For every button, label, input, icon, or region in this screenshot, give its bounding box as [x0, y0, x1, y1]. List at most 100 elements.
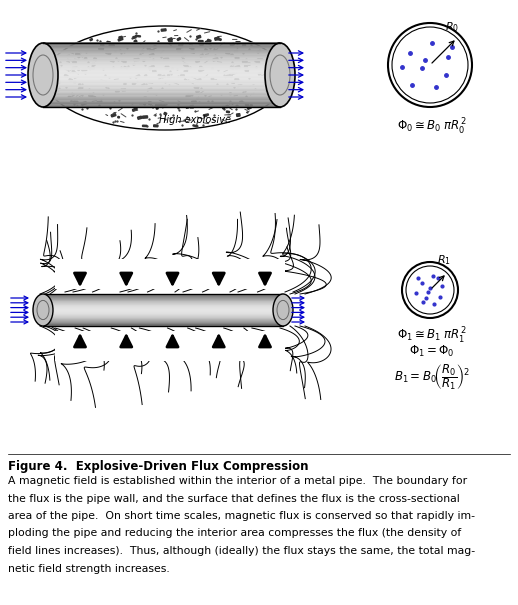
Bar	[133, 36, 136, 39]
Bar	[118, 116, 120, 118]
Bar	[205, 49, 207, 51]
Bar	[276, 65, 279, 68]
Bar	[150, 50, 154, 51]
Bar	[266, 88, 270, 91]
Bar	[247, 106, 252, 110]
Bar	[142, 125, 147, 126]
Bar	[193, 125, 198, 127]
Circle shape	[406, 266, 454, 314]
Bar	[71, 93, 75, 96]
Bar	[271, 82, 274, 84]
Bar	[196, 97, 199, 99]
Text: $\Phi_0 \cong B_0 \; \pi R_0^{\,2}$: $\Phi_0 \cong B_0 \; \pi R_0^{\,2}$	[397, 117, 467, 137]
Text: $\Phi_1 = \Phi_0$: $\Phi_1 = \Phi_0$	[409, 344, 455, 359]
Bar	[58, 80, 61, 83]
Bar	[74, 81, 76, 82]
Bar	[94, 58, 96, 60]
Bar	[148, 102, 151, 104]
Bar	[147, 47, 150, 50]
Text: High explosive: High explosive	[159, 115, 231, 125]
Bar	[92, 64, 95, 65]
Bar	[177, 38, 181, 41]
Bar	[190, 106, 194, 108]
Bar	[122, 89, 126, 91]
Bar	[164, 113, 167, 115]
Bar	[68, 96, 70, 98]
Bar	[188, 94, 193, 96]
Bar	[73, 60, 77, 64]
Bar	[133, 83, 135, 85]
Ellipse shape	[45, 26, 285, 130]
Bar	[152, 70, 156, 73]
Bar	[231, 54, 233, 56]
Bar	[213, 57, 218, 61]
Bar	[196, 60, 199, 62]
Bar	[98, 47, 104, 51]
Bar	[55, 66, 58, 68]
Bar	[225, 75, 228, 77]
Bar	[72, 68, 76, 70]
Bar	[186, 95, 190, 97]
Text: A magnetic field is established within the interior of a metal pipe.  The bounda: A magnetic field is established within t…	[8, 476, 467, 486]
Bar	[168, 38, 172, 42]
Ellipse shape	[28, 43, 58, 107]
Circle shape	[388, 23, 472, 107]
Bar	[133, 64, 135, 65]
Bar	[82, 70, 87, 71]
Bar	[235, 65, 240, 69]
Text: $\Phi_1 \cong B_1 \; \pi R_1^{\,2}$: $\Phi_1 \cong B_1 \; \pi R_1^{\,2}$	[397, 326, 467, 346]
Bar	[258, 73, 261, 75]
Bar	[92, 67, 94, 69]
Bar	[135, 74, 140, 78]
Bar	[110, 60, 114, 62]
Bar	[240, 101, 242, 103]
Bar	[273, 77, 277, 79]
Bar	[134, 41, 137, 43]
Bar	[55, 259, 285, 289]
Bar	[226, 111, 229, 113]
Bar	[266, 81, 270, 84]
Bar	[179, 44, 183, 46]
Bar	[162, 105, 166, 108]
Bar	[181, 74, 184, 77]
Bar	[226, 105, 228, 108]
Bar	[257, 59, 263, 61]
Bar	[184, 64, 188, 66]
Bar	[235, 57, 239, 59]
Ellipse shape	[33, 294, 53, 326]
Text: the flux is the pipe wall, and the surface that defines the flux is the cross-se: the flux is the pipe wall, and the surfa…	[8, 494, 460, 503]
Bar	[79, 84, 81, 87]
Bar	[192, 101, 196, 103]
Bar	[246, 103, 249, 106]
Bar	[156, 107, 158, 110]
Bar	[109, 45, 114, 47]
Circle shape	[402, 262, 458, 318]
Bar	[207, 39, 211, 42]
Bar	[143, 60, 145, 62]
Bar	[229, 93, 232, 95]
Bar	[134, 59, 139, 61]
Bar	[169, 42, 172, 44]
Ellipse shape	[265, 43, 295, 107]
Bar	[100, 44, 104, 47]
Text: $R_1$: $R_1$	[437, 253, 451, 267]
Text: Figure 4.  Explosive-Driven Flux Compression: Figure 4. Explosive-Driven Flux Compress…	[8, 460, 309, 473]
Bar	[272, 88, 276, 91]
Bar	[214, 37, 219, 41]
Bar	[136, 35, 140, 37]
Bar	[237, 114, 240, 116]
Bar	[69, 79, 73, 82]
Bar	[122, 60, 126, 63]
Bar	[155, 104, 159, 106]
Bar	[78, 87, 83, 90]
Bar	[124, 82, 126, 85]
Bar	[154, 46, 156, 48]
Bar	[158, 74, 161, 76]
Bar	[149, 53, 154, 57]
Bar	[142, 116, 148, 118]
Bar	[234, 50, 238, 52]
Bar	[248, 63, 250, 65]
Bar	[178, 51, 183, 52]
Bar	[167, 74, 169, 77]
Bar	[154, 125, 158, 127]
